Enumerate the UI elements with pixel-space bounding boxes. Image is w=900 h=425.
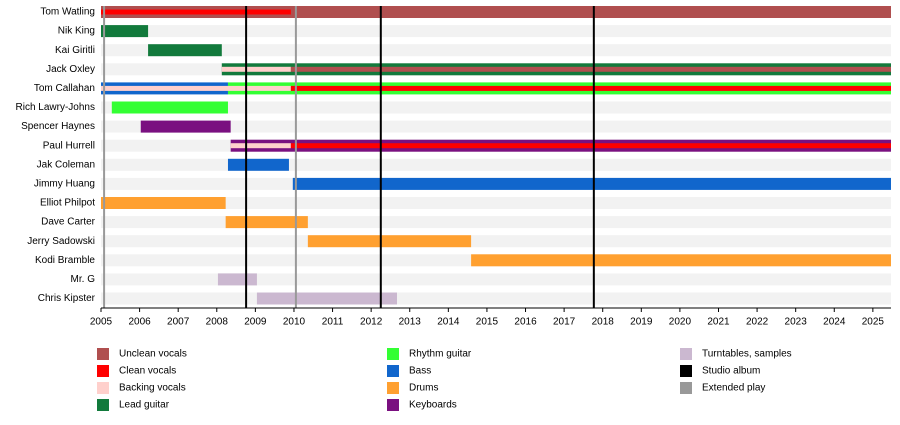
role-bar [101,197,226,209]
legend-label: Bass [409,366,431,377]
member-label: Kodi Bramble [35,255,95,266]
role-bar [217,273,257,286]
legend-label: Drums [409,383,438,394]
legend-label: Rhythm guitar [409,349,472,360]
role-bar [307,235,472,248]
role-bar [101,25,149,38]
role-bar [256,292,398,305]
x-tick-label: 2010 [283,317,306,328]
member-label: Tom Callahan [34,83,95,94]
row-band [101,292,891,305]
role-stripe [101,9,291,15]
member-label: Chris Kipster [38,293,96,304]
x-tick-label: 2025 [862,317,885,328]
x-tick-label: 2014 [437,317,460,328]
role-stripe [290,85,891,91]
legend-swatch [97,365,109,377]
role-bar [140,120,231,133]
role-bar [111,101,228,114]
x-tick-label: 2012 [360,317,383,328]
x-tick-label: 2017 [553,317,576,328]
legend-swatch [387,365,399,377]
x-tick-label: 2023 [785,317,808,328]
legend-swatch [97,348,109,360]
role-stripe [290,66,891,72]
legend-label: Clean vocals [119,366,176,377]
legend-swatch [387,399,399,411]
x-tick-label: 2016 [514,317,537,328]
legend-swatch [680,382,692,394]
x-tick-label: 2015 [476,317,499,328]
legend-label: Lead guitar [119,400,170,411]
role-bar [227,158,289,171]
member-label: Nik King [58,26,95,37]
x-tick-label: 2018 [592,317,615,328]
x-tick-label: 2008 [206,317,229,328]
x-tick-label: 2007 [167,317,190,328]
member-label: Kai Giritli [55,45,95,56]
member-label: Paul Hurrell [43,140,95,151]
role-bar [101,6,891,18]
legend-swatch [680,365,692,377]
member-label: Rich Lawry-Johns [16,102,95,113]
legend-label: Turntables, samples [702,349,792,360]
x-tick-label: 2005 [90,317,113,328]
legend-label: Studio album [702,366,760,377]
role-bar [292,177,892,190]
legend-swatch [387,382,399,394]
role-stripe [101,85,291,91]
legend-swatch [387,348,399,360]
role-stripe [221,66,291,72]
role-bar [148,44,222,57]
member-label: Tom Watling [40,7,95,18]
legend-swatch [97,399,109,411]
x-tick-label: 2024 [823,317,846,328]
row-band [101,44,891,57]
legend-swatch [680,348,692,360]
legend-swatch [97,382,109,394]
member-label: Jimmy Huang [34,179,95,190]
legend-label: Keyboards [409,400,457,411]
role-stripe [230,143,291,149]
legend-label: Unclean vocals [119,349,187,360]
member-label: Mr. G [71,274,96,285]
member-label: Elliot Philpot [40,198,95,209]
row-band [101,273,891,286]
legend-label: Extended play [702,383,765,394]
member-label: Jak Coleman [37,159,95,170]
row-band [101,120,891,133]
row-band [101,216,891,229]
row-band [101,101,891,114]
x-tick-label: 2021 [707,317,730,328]
x-tick-label: 2019 [630,317,653,328]
x-tick-label: 2009 [244,317,267,328]
x-tick-label: 2011 [322,317,344,328]
member-label: Jerry Sadowski [27,236,95,247]
row-band [101,197,891,209]
member-label: Dave Carter [41,217,96,228]
x-tick-label: 2013 [399,317,422,328]
row-band [101,25,891,38]
x-tick-label: 2020 [669,317,692,328]
x-tick-label: 2006 [128,317,151,328]
role-bar [471,254,891,267]
member-label: Spencer Haynes [21,121,95,132]
x-tick-label: 2022 [746,317,769,328]
row-band [101,158,891,171]
role-stripe [290,143,891,149]
row-band [101,235,891,248]
member-label: Jack Oxley [46,64,95,75]
legend-label: Backing vocals [119,383,186,394]
